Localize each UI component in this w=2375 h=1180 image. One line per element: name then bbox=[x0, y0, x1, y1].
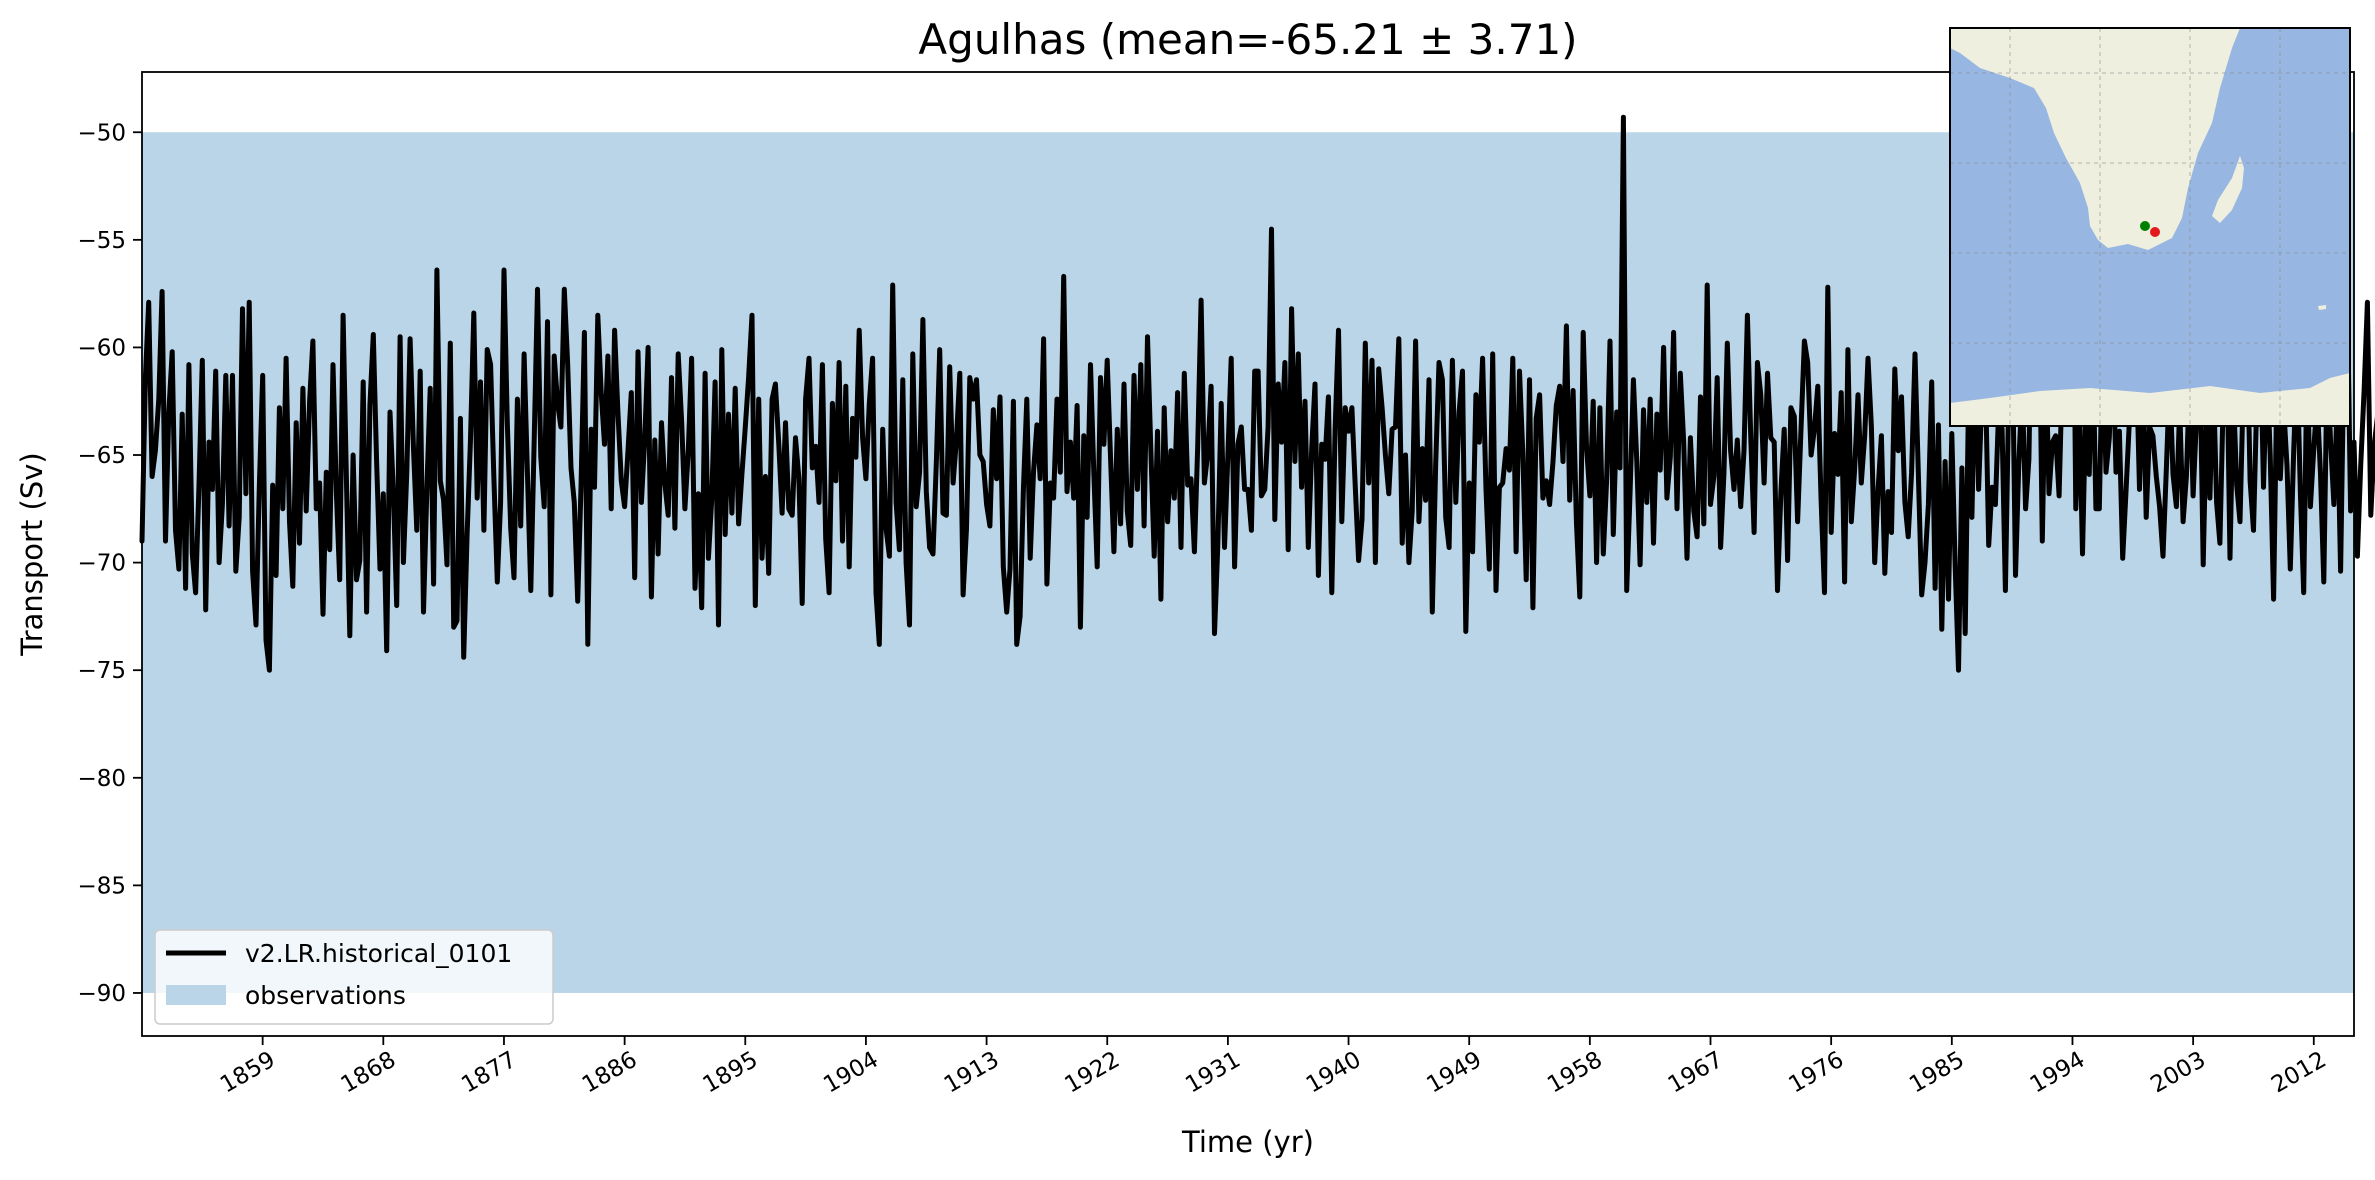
map-land-antarctica bbox=[1950, 373, 2350, 426]
y-tick-label: −85 bbox=[77, 873, 126, 899]
x-tick-label: 1940 bbox=[1302, 1047, 1366, 1099]
x-tick-label: 1895 bbox=[699, 1047, 763, 1099]
x-axis-ticks: 1859 1868 1877 1886 1895 1904 1913 1922 1931 1940… bbox=[216, 1036, 2331, 1098]
inset-map-frame bbox=[1949, 27, 2351, 427]
y-tick-label: −50 bbox=[77, 120, 126, 146]
legend-box bbox=[154, 929, 554, 1025]
map-land-madagascar bbox=[2212, 156, 2244, 223]
x-tick-label: 1994 bbox=[2026, 1047, 2090, 1099]
x-tick-label: 1922 bbox=[1061, 1047, 1125, 1099]
x-tick-label: 1868 bbox=[337, 1047, 401, 1099]
x-tick-label: 1967 bbox=[1664, 1047, 1728, 1099]
x-tick-label: 1877 bbox=[457, 1047, 521, 1099]
x-tick-label: 1931 bbox=[1181, 1047, 1245, 1099]
map-marker-end bbox=[2150, 227, 2160, 237]
y-tick-label: −75 bbox=[77, 658, 126, 684]
x-axis-label: Time (yr) bbox=[1181, 1125, 1314, 1159]
y-axis-ticks: −50 −55 −60 −65 −70 −75 −80 −85 −90 bbox=[77, 120, 142, 1007]
legend-patch-swatch bbox=[166, 985, 226, 1005]
x-tick-label: 1976 bbox=[1784, 1047, 1848, 1099]
x-tick-label: 1985 bbox=[1905, 1047, 1969, 1099]
y-tick-label: −55 bbox=[77, 228, 126, 254]
y-tick-label: −65 bbox=[77, 443, 126, 469]
axes-frame bbox=[141, 71, 2355, 1037]
x-tick-label: 1913 bbox=[940, 1047, 1004, 1099]
map-land-africa bbox=[1950, 28, 2240, 250]
series-line-v2-lr-historical-0101 bbox=[139, 114, 2375, 673]
y-tick-label: −60 bbox=[77, 335, 126, 361]
legend-label-series: v2.LR.historical_0101 bbox=[245, 939, 512, 968]
map-marker-start bbox=[2140, 221, 2150, 231]
legend: v2.LR.historical_0101 observations bbox=[154, 929, 554, 1025]
x-tick-label: 1958 bbox=[1543, 1047, 1607, 1099]
inset-map bbox=[1949, 27, 2351, 427]
x-tick-label: 1859 bbox=[216, 1047, 280, 1099]
legend-label-observations: observations bbox=[245, 981, 406, 1010]
x-tick-label: 1886 bbox=[578, 1047, 642, 1099]
y-tick-label: −70 bbox=[77, 551, 126, 577]
y-axis-label: Transport (Sv) bbox=[15, 452, 49, 657]
x-tick-label: 2003 bbox=[2146, 1047, 2210, 1099]
x-tick-label: 1904 bbox=[819, 1047, 883, 1099]
x-tick-label: 2012 bbox=[2267, 1047, 2331, 1099]
x-tick-label: 1949 bbox=[1422, 1047, 1486, 1099]
y-tick-label: −90 bbox=[77, 981, 126, 1007]
map-land-islet bbox=[2318, 305, 2326, 310]
chart-title: Agulhas (mean=-65.21 ± 3.71) bbox=[918, 15, 1577, 64]
map-gridlines bbox=[1950, 28, 2350, 426]
y-tick-label: −80 bbox=[77, 766, 126, 792]
